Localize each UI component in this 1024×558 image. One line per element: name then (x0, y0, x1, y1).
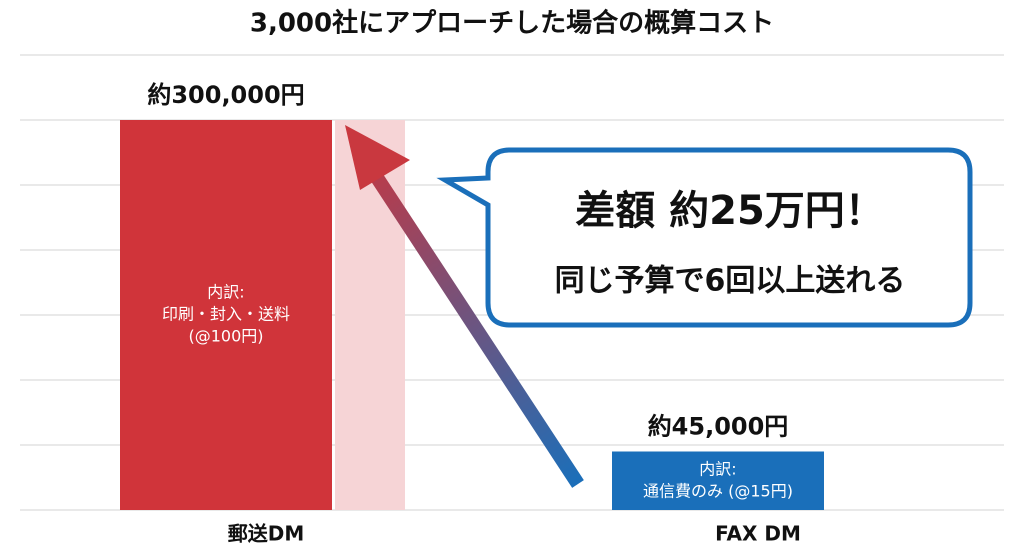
bar-note: 印刷・封入・送料 (162, 305, 290, 324)
arrow-head (345, 125, 410, 190)
bar (120, 120, 332, 510)
chart-title: 3,000社にアプローチした場合の概算コスト (250, 8, 774, 39)
callout-headline: 差額 約25万円！ (575, 188, 885, 234)
x-tick-label: 郵送DM (228, 522, 305, 546)
arrow-shaft (366, 166, 584, 488)
bar (612, 451, 824, 510)
arrow (345, 125, 584, 488)
callout-subline: 同じ予算で6回以上送れる (555, 264, 906, 299)
bar-note: 通信費のみ (@15円) (643, 481, 793, 500)
callout-bubble (436, 147, 973, 328)
value-label: 約300,000円 (147, 81, 304, 109)
bars: 約300,000円内訳:印刷・封入・送料(@100円)約45,000円内訳:通信… (120, 81, 824, 510)
callout: 差額 約25万円！ 同じ予算で6回以上送れる (436, 147, 973, 328)
x-tick-label: FAX DM (715, 522, 801, 546)
bar-note: 内訳: (207, 283, 244, 302)
bar-note: (@100円) (188, 327, 263, 346)
comparison-ghost (335, 120, 405, 510)
bar-note: 内訳: (699, 459, 736, 478)
value-label: 約45,000円 (648, 413, 789, 441)
